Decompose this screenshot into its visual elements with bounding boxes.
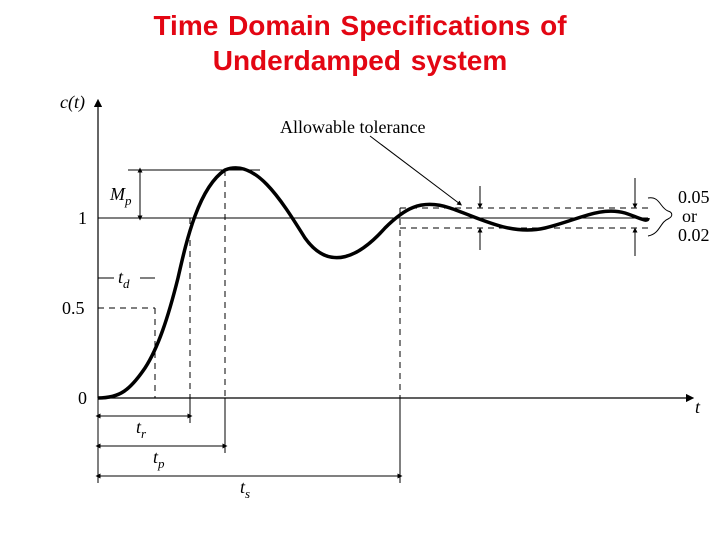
mp-label: Mp	[109, 184, 132, 208]
ytick-1: 1	[78, 208, 87, 228]
ytick-0: 0	[78, 388, 87, 408]
tolerance-brace	[648, 198, 672, 236]
svg-text:tp: tp	[153, 447, 165, 471]
page-title: Time Domain Specifications of Underdampe…	[0, 0, 720, 78]
svg-text:ts: ts	[240, 477, 250, 501]
title-line2: Underdamped system	[0, 43, 720, 78]
x-axis-label: t	[695, 397, 701, 417]
tp-dimension: tp	[98, 398, 225, 471]
svg-text:tr: tr	[136, 417, 147, 441]
title-line1: Time Domain Specifications of	[0, 8, 720, 43]
allowable-tolerance-pointer: Allowable tolerance	[280, 117, 460, 204]
allowable-tolerance-label: Allowable tolerance	[280, 117, 425, 137]
response-curve	[98, 168, 648, 398]
ytick-05: 0.5	[62, 298, 85, 318]
ts-dimension: ts	[98, 398, 400, 501]
td-dimension: td	[98, 266, 155, 291]
tr-dimension: tr	[98, 398, 190, 441]
step-response-diagram: 0 0.5 1 Mp td tr tp	[0, 78, 720, 518]
tolerance-value-1: 0.05	[678, 187, 710, 207]
tolerance-value-2: 0.02	[678, 225, 710, 245]
tolerance-or: or	[682, 206, 697, 226]
y-axis-label: c(t)	[60, 92, 85, 113]
